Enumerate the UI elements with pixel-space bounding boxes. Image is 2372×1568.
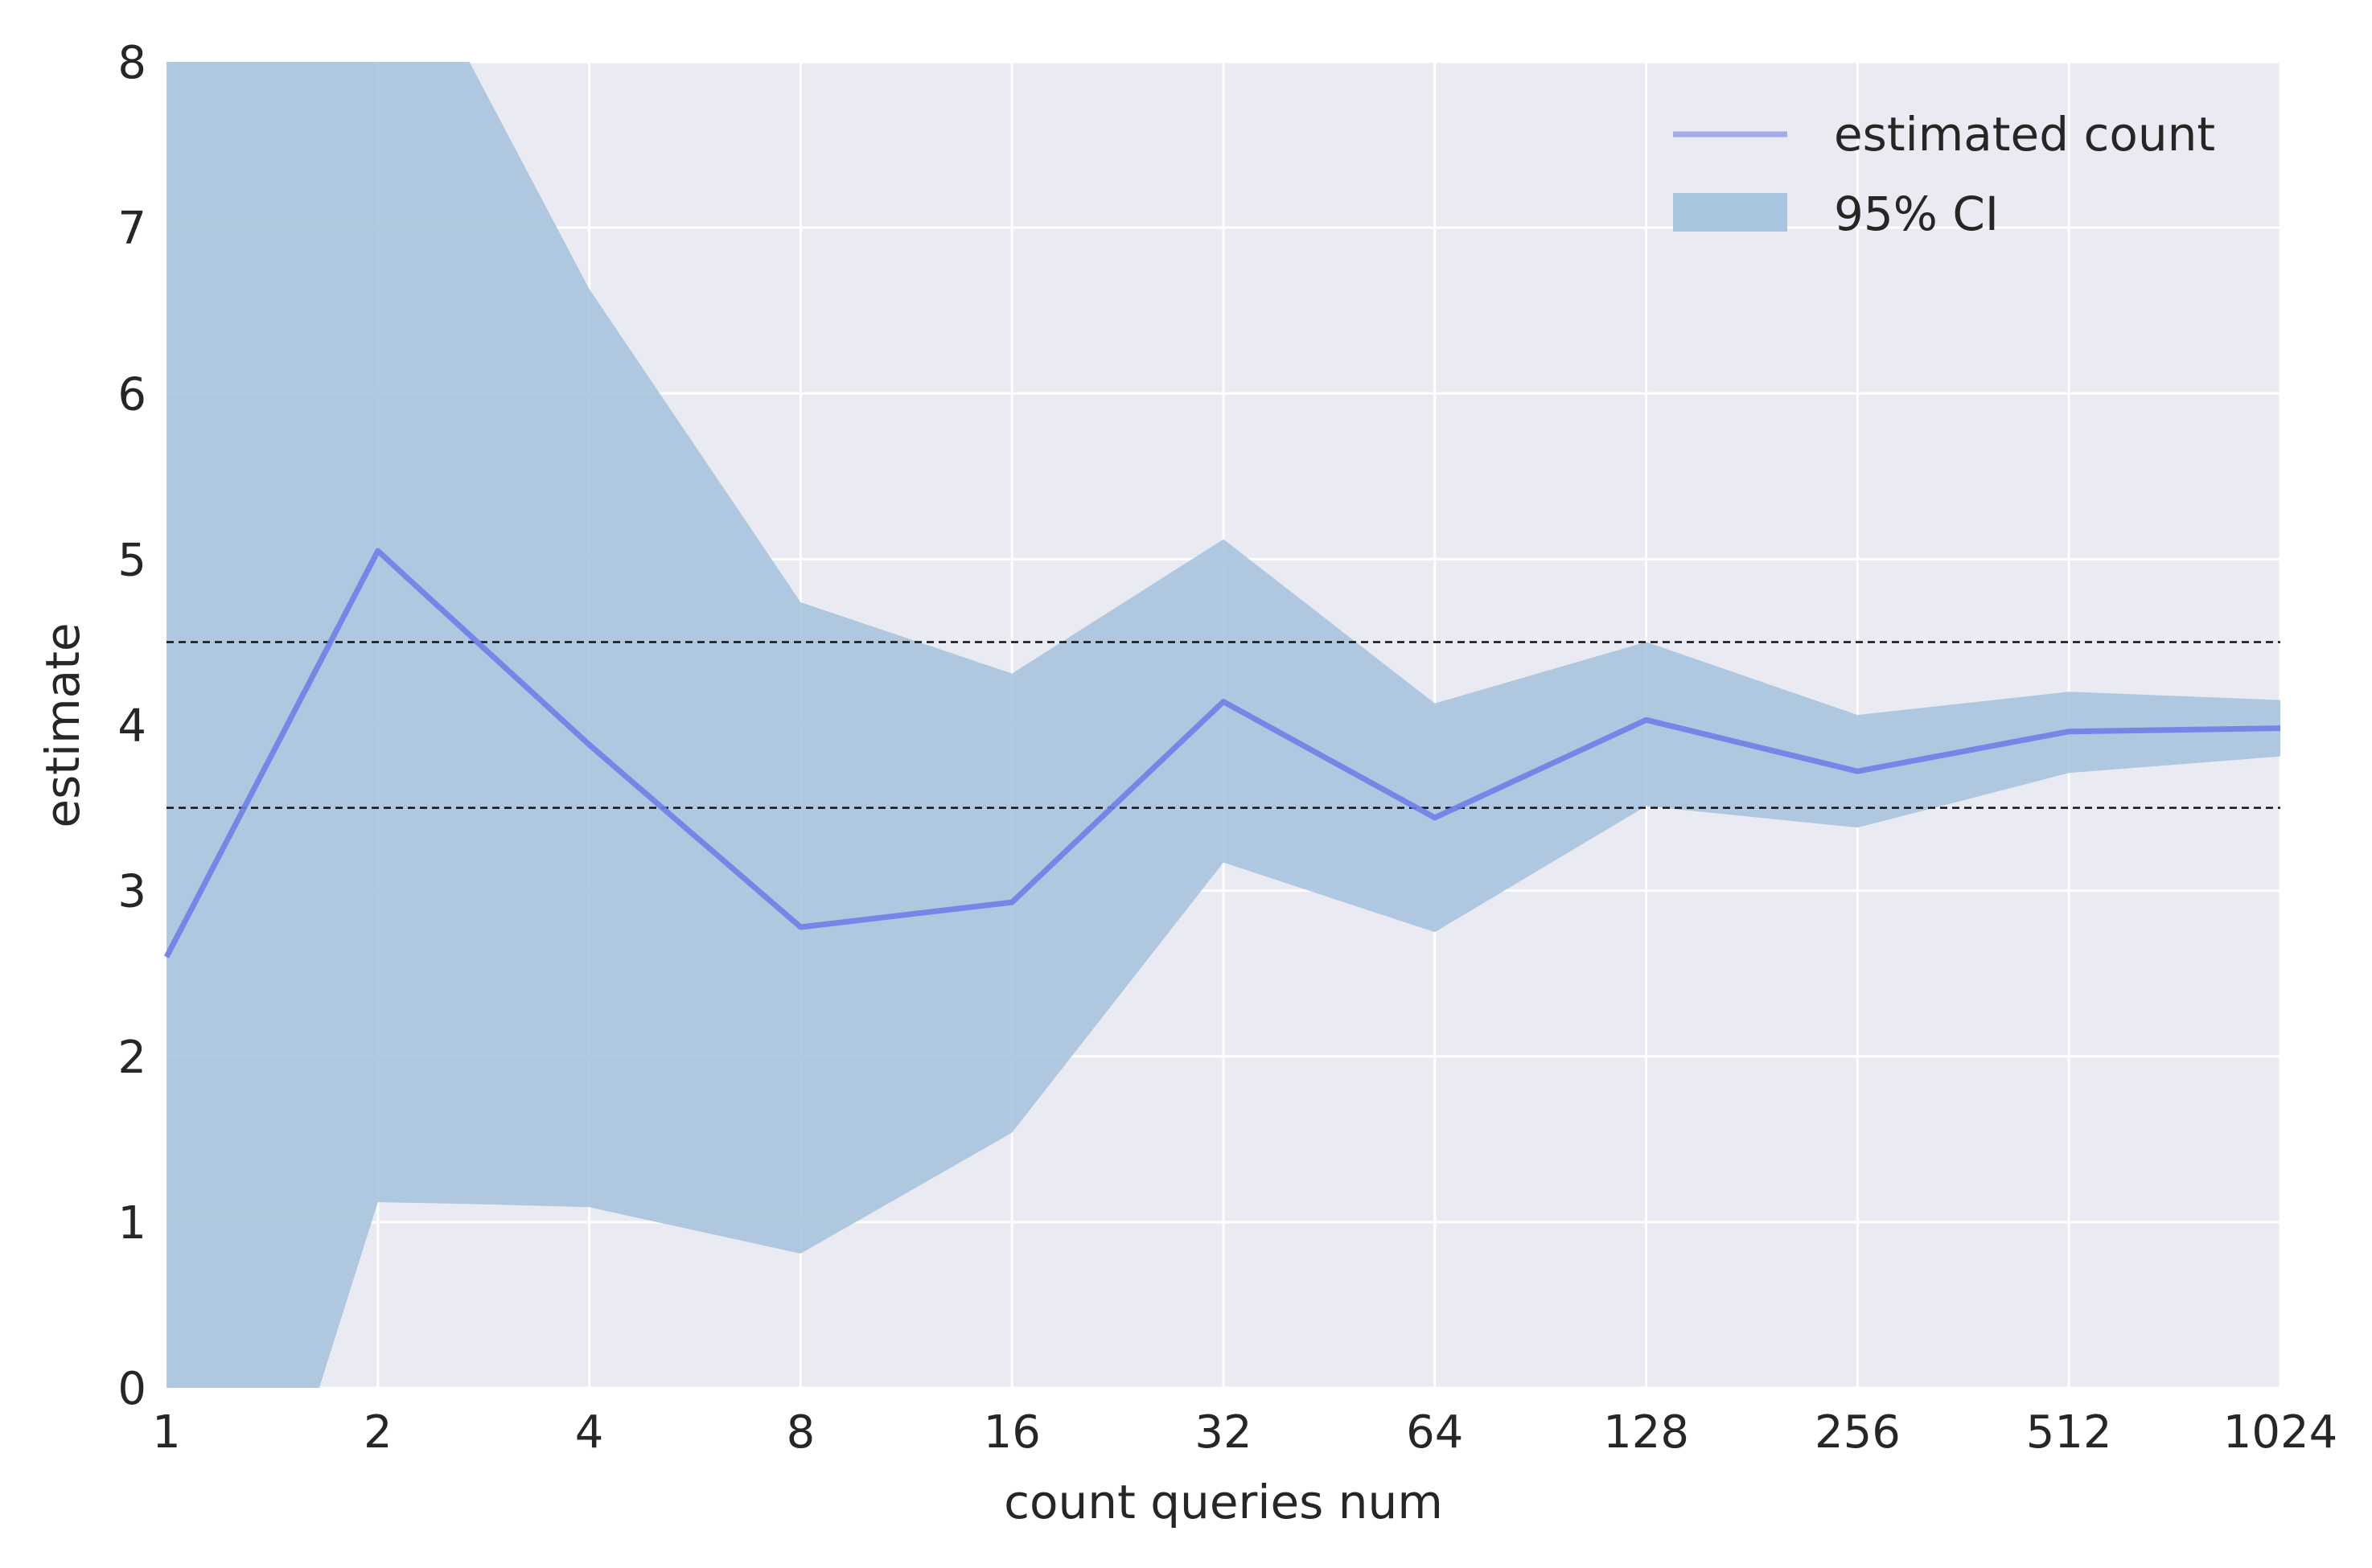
x-tick-label: 256 [1815, 1406, 1901, 1459]
legend-label-estimated-count: estimated count [1834, 107, 2215, 162]
x-tick-label: 16 [984, 1406, 1041, 1459]
estimated-count-line [163, 548, 2281, 958]
x-tick-label: 32 [1194, 1406, 1252, 1459]
legend-label-ci: 95% CI [1834, 187, 1999, 241]
ci-band [166, 62, 2280, 1388]
x-tick-label: 4 [575, 1406, 604, 1459]
y-tick-labels: 0 1 2 3 4 5 6 7 8 [117, 37, 146, 1415]
y-axis-label: estimate [35, 622, 90, 827]
x-tick-label: 128 [1603, 1406, 1689, 1459]
x-tick-label: 512 [2026, 1406, 2112, 1459]
y-tick-label: 1 [117, 1197, 146, 1250]
x-tick-label: 1 [152, 1406, 181, 1459]
x-axis-label: count queries num [1004, 1475, 1443, 1529]
reference-lines [166, 641, 2280, 809]
x-tick-label: 1024 [2223, 1406, 2338, 1459]
y-tick-label: 5 [117, 534, 146, 586]
x-tick-labels: 1 2 4 8 16 32 64 128 256 512 1024 [152, 1406, 2337, 1459]
y-tick-label: 3 [117, 866, 146, 918]
y-tick-label: 7 [117, 203, 146, 255]
x-tick-label: 2 [364, 1406, 393, 1459]
legend: estimated count 95% CI [1673, 107, 2215, 241]
y-tick-label: 0 [117, 1363, 146, 1415]
y-tick-label: 2 [117, 1032, 146, 1084]
y-tick-label: 4 [117, 700, 146, 753]
y-tick-label: 6 [117, 368, 146, 421]
x-tick-label: 64 [1406, 1406, 1463, 1459]
y-tick-label: 8 [117, 37, 146, 89]
x-tick-label: 8 [787, 1406, 816, 1459]
legend-band-swatch [1673, 193, 1787, 232]
